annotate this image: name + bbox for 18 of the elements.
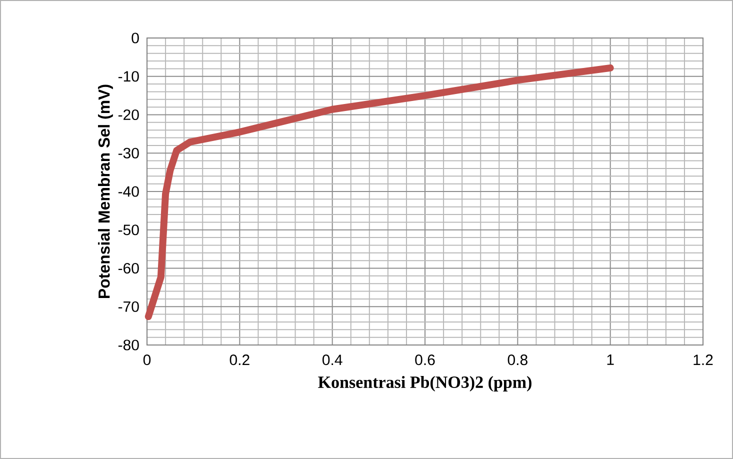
y-tick-label: 0 bbox=[132, 32, 139, 44]
x-tick-label: 0.2 bbox=[230, 354, 250, 366]
x-tick-label: 1 bbox=[607, 354, 614, 365]
x-tick-label: 0.4 bbox=[322, 354, 342, 366]
x-tick-label: 0.8 bbox=[508, 354, 528, 366]
y-tick-label: -80 bbox=[118, 340, 139, 350]
x-tick-label: 0.6 bbox=[415, 354, 435, 366]
y-tick-label: -10 bbox=[118, 71, 139, 82]
y-axis-title: Potensial Membran Sel (mV) bbox=[98, 84, 113, 298]
y-tick-label: -40 bbox=[118, 186, 139, 197]
y-tick-label: -70 bbox=[118, 301, 139, 312]
x-tick-label: 0 bbox=[143, 354, 151, 366]
y-tick-label: -20 bbox=[118, 109, 139, 120]
x-tick-label: 1.2 bbox=[694, 354, 713, 366]
y-tick-label: -30 bbox=[118, 148, 139, 158]
y-tick-label: -60 bbox=[118, 262, 139, 274]
y-tick-label: -50 bbox=[118, 224, 139, 236]
x-axis-title: Konsentrasi Pb(NO3)2 (ppm) bbox=[318, 376, 532, 392]
